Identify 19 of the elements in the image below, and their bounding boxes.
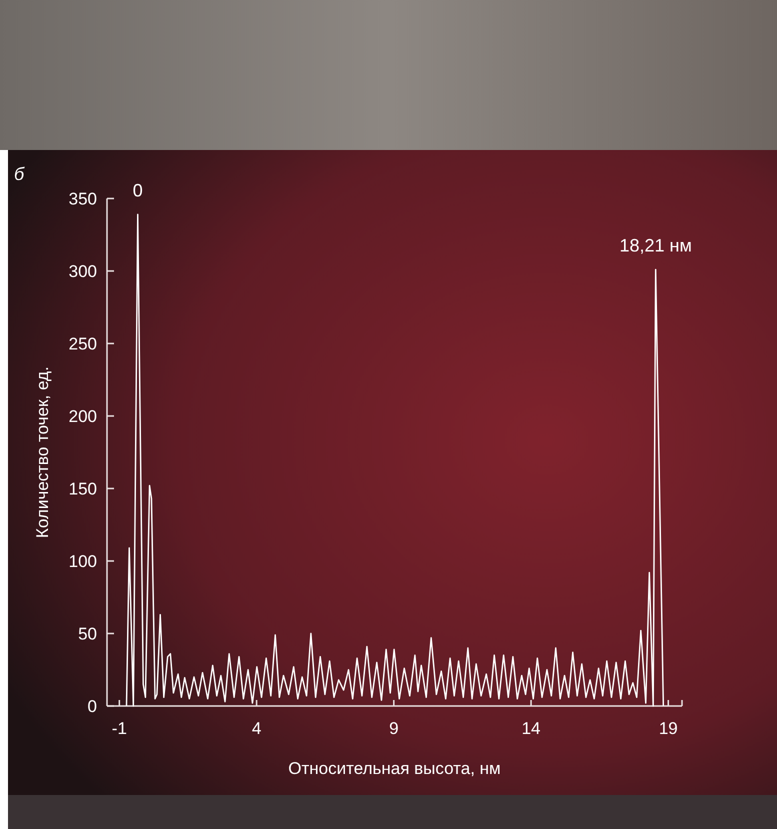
x-tick-label: 19 — [658, 719, 678, 738]
y-tick-label: 0 — [88, 696, 97, 716]
y-axis-title: Количество точек, ед. — [33, 366, 52, 538]
y-tick-label: 250 — [68, 334, 97, 354]
text: б — [14, 164, 25, 184]
y-tick-label: 350 — [68, 189, 97, 208]
y-tick-label: 50 — [78, 624, 97, 644]
y-tick-label: 100 — [68, 552, 97, 571]
x-tick-label: 9 — [389, 719, 399, 738]
x-tick-label: -1 — [112, 719, 127, 738]
y-tick-label: 150 — [68, 479, 97, 498]
y-tick-label: 200 — [68, 406, 97, 426]
x-axis-title: Относительная высота, нм — [288, 759, 501, 778]
x-tick-label: 14 — [522, 719, 541, 738]
annotation: 18,21 нм — [619, 236, 692, 256]
y-tick-label: 300 — [68, 262, 97, 281]
x-tick-label: 4 — [252, 719, 262, 738]
annotation: 0 — [132, 180, 143, 200]
line-series — [126, 214, 664, 707]
